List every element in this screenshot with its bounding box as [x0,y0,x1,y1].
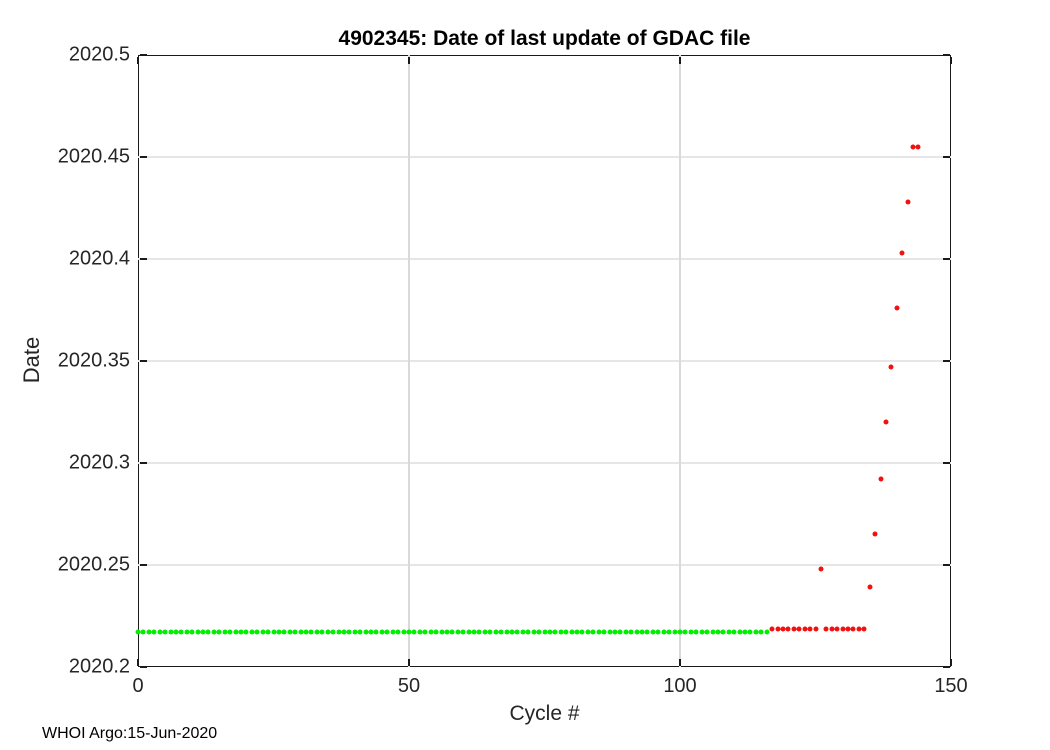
x-tick-label-0: 0 [132,675,144,697]
plot-area[interactable] [138,55,951,667]
watermark-text: WHOI Argo:15-Jun-2020 [42,725,218,742]
y-tick-label-2020.2: 2020.2 [68,655,130,678]
x-tick-label-150: 150 [934,675,968,697]
y-tick-label-2020.3: 2020.3 [68,451,130,474]
y-tick-label-2020.25: 2020.25 [57,553,130,576]
x-axis-label: Cycle # [509,702,580,725]
y-tick-label-2020.45: 2020.45 [57,145,130,168]
y-tick-label-2020.5: 2020.5 [68,43,130,66]
y-axis-label: Date [19,336,44,384]
chart-title: 4902345: Date of last update of GDAC fil… [338,27,751,50]
y-tick-label-2020.4: 2020.4 [68,247,130,270]
x-tick-label-100: 100 [663,675,697,697]
x-tick-label-50: 50 [397,675,421,697]
